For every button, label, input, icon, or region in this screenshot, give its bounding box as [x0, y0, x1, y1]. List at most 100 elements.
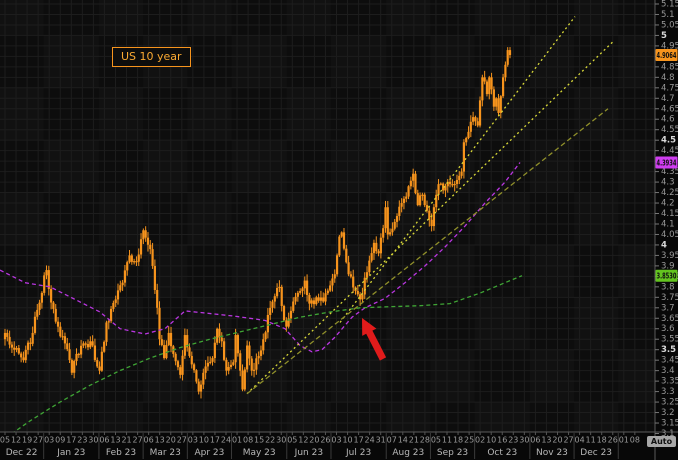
svg-text:3.9: 3.9: [661, 261, 675, 271]
svg-text:3.5: 3.5: [661, 345, 676, 355]
svg-text:11: 11: [442, 436, 452, 445]
svg-text:20: 20: [166, 436, 176, 445]
svg-text:3.15: 3.15: [661, 419, 678, 429]
svg-text:4.85: 4.85: [661, 62, 678, 72]
x-axis-labels: 05 12 19 27 03 09 17 23 30 06 13 21 27 06 13 20 27 03 10 17…: [0, 432, 640, 459]
svg-text:01: 01: [232, 436, 242, 445]
svg-text:4.75: 4.75: [661, 83, 678, 93]
svg-text:3.8: 3.8: [661, 282, 675, 292]
price-badge-2: [655, 156, 678, 169]
svg-text:07: 07: [387, 436, 397, 445]
svg-text:4.5: 4.5: [661, 136, 676, 146]
svg-text:16: 16: [497, 436, 507, 445]
svg-text:Dec 22: Dec 22: [6, 448, 38, 458]
svg-text:4.55: 4.55: [661, 125, 678, 135]
svg-text:03: 03: [188, 436, 198, 445]
svg-text:25: 25: [464, 436, 474, 445]
svg-text:14: 14: [398, 436, 408, 445]
svg-text:06: 06: [99, 436, 109, 445]
ma-slow-green[interactable]: [0, 275, 523, 443]
svg-text:11: 11: [586, 436, 596, 445]
svg-text:20: 20: [552, 436, 562, 445]
price-badges: 4.9064 4.3934 3.8530: [655, 49, 678, 282]
svg-text:23: 23: [77, 436, 87, 445]
svg-text:30: 30: [519, 436, 529, 445]
svg-text:13: 13: [110, 436, 120, 445]
svg-text:21: 21: [121, 436, 131, 445]
svg-text:5: 5: [661, 31, 667, 41]
arrow-annotation[interactable]: [362, 318, 387, 361]
svg-text:Feb 23: Feb 23: [106, 448, 136, 458]
svg-text:Aug 23: Aug 23: [392, 448, 424, 458]
svg-text:28: 28: [420, 436, 430, 445]
svg-text:4.6: 4.6: [661, 115, 675, 125]
svg-text:13: 13: [155, 436, 165, 445]
svg-text:4.65: 4.65: [661, 104, 678, 114]
svg-text:3.25: 3.25: [661, 398, 678, 408]
svg-text:30: 30: [88, 436, 98, 445]
svg-text:15: 15: [254, 436, 264, 445]
svg-text:4.9064: 4.9064: [657, 51, 677, 60]
svg-text:17: 17: [66, 436, 76, 445]
svg-text:3.4: 3.4: [661, 366, 675, 376]
svg-text:Nov 23: Nov 23: [536, 448, 568, 458]
svg-text:31: 31: [376, 436, 386, 445]
price-badge-3: [655, 269, 678, 282]
svg-text:18: 18: [453, 436, 463, 445]
svg-text:27: 27: [177, 436, 187, 445]
svg-text:30: 30: [276, 436, 286, 445]
svg-text:3.8530: 3.8530: [657, 272, 677, 281]
svg-text:3.45: 3.45: [661, 356, 678, 366]
svg-text:4.25: 4.25: [661, 188, 678, 198]
svg-text:06: 06: [144, 436, 154, 445]
svg-text:27: 27: [133, 436, 143, 445]
svg-text:09: 09: [55, 436, 65, 445]
svg-text:23: 23: [508, 436, 518, 445]
svg-text:5.15: 5.15: [661, 0, 678, 10]
svg-text:3.65: 3.65: [661, 314, 678, 324]
svg-text:4.1: 4.1: [661, 219, 675, 229]
svg-text:02: 02: [475, 436, 485, 445]
auto-scale-button[interactable]: Auto: [647, 436, 676, 447]
svg-text:24: 24: [365, 436, 375, 445]
svg-text:Mar 23: Mar 23: [150, 448, 181, 458]
svg-text:10: 10: [486, 436, 496, 445]
x-axis-strip: [0, 432, 655, 460]
svg-text:13: 13: [541, 436, 551, 445]
svg-text:04: 04: [575, 436, 585, 445]
svg-text:03: 03: [331, 436, 341, 445]
instrument-label[interactable]: US 10 year: [112, 47, 191, 67]
svg-text:Apr 23: Apr 23: [194, 448, 224, 458]
svg-text:4.35: 4.35: [661, 167, 678, 177]
svg-text:3.6: 3.6: [661, 324, 675, 334]
svg-text:26: 26: [608, 436, 618, 445]
svg-text:3.2: 3.2: [661, 408, 675, 418]
y-axis-strip[interactable]: [655, 0, 678, 460]
svg-text:5.1: 5.1: [661, 10, 675, 20]
trendline-1[interactable]: [339, 16, 576, 323]
svg-text:24: 24: [221, 436, 231, 445]
svg-text:03: 03: [44, 436, 54, 445]
svg-text:05: 05: [287, 436, 297, 445]
svg-text:21: 21: [409, 436, 419, 445]
svg-text:4.2: 4.2: [661, 199, 675, 209]
svg-text:20: 20: [309, 436, 319, 445]
svg-text:4.3934: 4.3934: [657, 159, 677, 168]
svg-text:3.3: 3.3: [661, 387, 675, 397]
trendline-3[interactable]: [246, 108, 609, 395]
svg-text:3.55: 3.55: [661, 335, 678, 345]
svg-text:3.95: 3.95: [661, 251, 678, 261]
svg-text:4.8: 4.8: [661, 73, 675, 83]
svg-text:3.75: 3.75: [661, 293, 678, 303]
svg-text:Jan 23: Jan 23: [56, 448, 85, 458]
svg-text:4: 4: [661, 240, 667, 250]
svg-text:May 23: May 23: [243, 448, 276, 458]
svg-text:26: 26: [320, 436, 330, 445]
svg-text:18: 18: [597, 436, 607, 445]
candlestick-series[interactable]: [3, 47, 512, 399]
svg-text:08: 08: [243, 436, 253, 445]
svg-text:4.15: 4.15: [661, 209, 678, 219]
